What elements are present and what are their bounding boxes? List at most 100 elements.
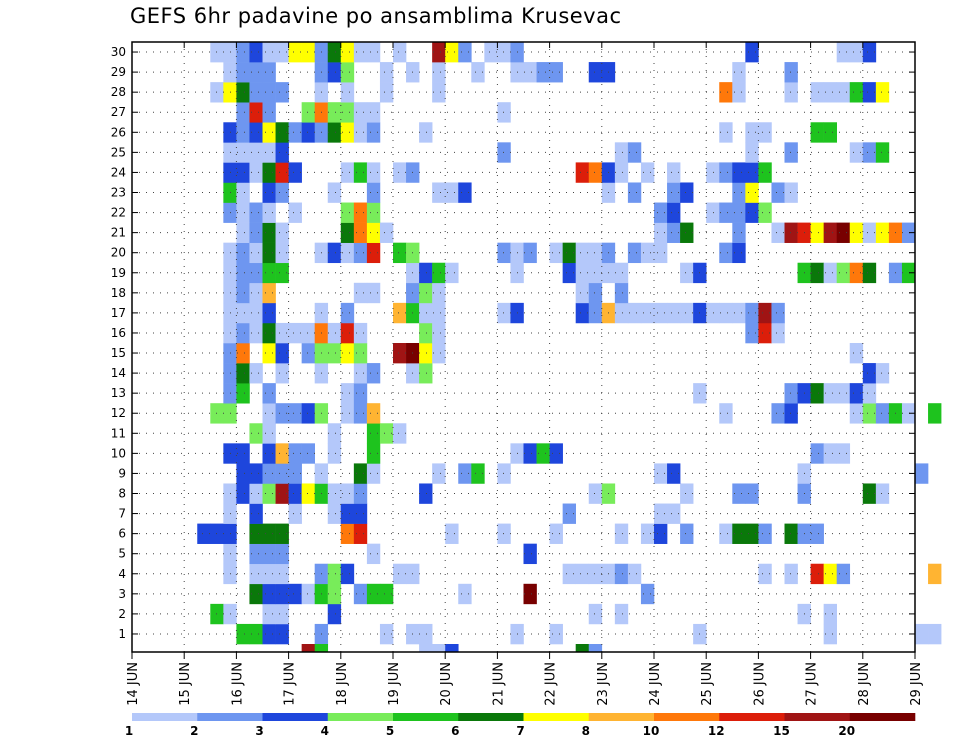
heatmap-cell	[627, 563, 642, 585]
heatmap-cell	[667, 162, 681, 183]
heatmap-cell	[327, 182, 342, 203]
legend-label: 8	[582, 724, 590, 738]
heatmap-cell	[575, 162, 590, 183]
heatmap-cell	[249, 543, 263, 565]
heatmap-cell	[523, 583, 537, 605]
heatmap-cell	[758, 302, 772, 324]
heatmap-cell	[419, 363, 433, 384]
heatmap-cell	[327, 503, 342, 524]
y-tick-label: 26	[111, 125, 126, 139]
heatmap-cell	[836, 383, 851, 404]
heatmap-cell	[549, 62, 563, 83]
heatmap-cell	[823, 623, 837, 645]
y-tick-label: 5	[118, 547, 126, 561]
heatmap-cell	[928, 623, 942, 645]
heatmap-cell	[523, 543, 537, 565]
heatmap-cell	[419, 122, 433, 143]
heatmap-cell	[249, 463, 263, 484]
y-tick-label: 28	[111, 85, 126, 99]
heatmap-cell	[249, 202, 263, 223]
heatmap-cell	[236, 222, 250, 243]
x-tick-label: 27 JUN	[805, 662, 820, 706]
heatmap-cell	[810, 222, 824, 243]
heatmap-cell	[393, 343, 407, 364]
legend-swatch	[393, 713, 459, 721]
heatmap-cell	[236, 363, 250, 384]
y-tick-label: 25	[111, 145, 126, 159]
heatmap-cell	[249, 82, 263, 103]
heatmap-cell	[432, 82, 446, 103]
x-tick-label: 28 JUN	[857, 662, 872, 706]
heatmap-cell	[432, 343, 446, 364]
heatmap-cell	[875, 142, 890, 163]
heatmap-cell	[836, 82, 851, 103]
heatmap-cell	[236, 242, 250, 264]
y-tick-label: 10	[111, 446, 126, 460]
heatmap-cell	[366, 122, 381, 143]
heatmap-cell	[379, 623, 394, 645]
heatmap-cell	[419, 322, 433, 344]
colorbar-legend: 1 2 3 4 5 6 7 8 10 12 15 20	[125, 713, 916, 738]
heatmap-cell	[432, 282, 446, 304]
heatmap-cell	[732, 302, 746, 324]
heatmap-cell	[588, 563, 603, 585]
heatmap-cell	[862, 82, 877, 103]
heatmap-cell	[667, 202, 681, 223]
x-tick-label: 21 JUN	[491, 662, 506, 706]
heatmap-cell	[549, 443, 563, 464]
heatmap-cell	[301, 122, 315, 143]
heatmap-cell	[275, 182, 289, 203]
heatmap-cell	[236, 142, 250, 163]
heatmap-cell	[875, 363, 890, 384]
heatmap-cell	[588, 644, 603, 652]
heatmap-cell	[745, 483, 759, 504]
heatmap-cell	[366, 363, 381, 384]
heatmap-cell	[667, 503, 681, 524]
heatmap-cell	[458, 583, 472, 605]
heatmap-cell	[732, 242, 746, 264]
heatmap-cell	[732, 523, 746, 544]
heatmap-cell	[379, 62, 394, 83]
heatmap-cell	[262, 222, 276, 243]
heatmap-cell	[340, 222, 355, 243]
heatmap-cell	[784, 182, 798, 203]
heatmap-cell	[262, 82, 276, 103]
heatmap-cell	[249, 62, 263, 83]
heatmap-cell	[327, 102, 342, 123]
heatmap-cell	[301, 443, 315, 464]
heatmap-cell	[275, 242, 289, 264]
heatmap-cell	[393, 302, 407, 324]
heatmap-cell	[353, 463, 368, 484]
heatmap-cell	[327, 343, 342, 364]
heatmap-cell	[432, 182, 446, 203]
heatmap-cell	[654, 202, 668, 223]
heatmap-cell	[680, 483, 694, 504]
heatmap-cell	[262, 102, 276, 123]
heatmap-cell	[393, 242, 407, 264]
heatmap-cell	[497, 523, 511, 544]
heatmap-cell	[862, 483, 877, 504]
heatmap-cell	[836, 262, 851, 284]
heatmap-cell	[758, 202, 772, 223]
heatmap-cell	[275, 623, 289, 645]
heatmap-cell	[340, 242, 355, 264]
heatmap-cell	[823, 383, 837, 404]
heatmap-cell	[366, 102, 381, 123]
heatmap-cell	[262, 302, 276, 324]
heatmap-cell	[249, 523, 263, 544]
heatmap-cell	[732, 82, 746, 103]
heatmap-cell	[419, 644, 433, 652]
heatmap-cell	[353, 503, 368, 524]
heatmap-cell	[249, 363, 263, 384]
heatmap-cell	[575, 302, 590, 324]
heatmap-cell	[262, 162, 276, 183]
heatmap-cell	[340, 122, 355, 143]
heatmap-cell	[784, 563, 798, 585]
heatmap-cell	[523, 443, 537, 464]
heatmap-cell	[627, 302, 642, 324]
legend-swatch	[588, 713, 655, 721]
heatmap-cell	[262, 262, 276, 284]
heatmap-cell	[236, 302, 250, 324]
heatmap-cell	[614, 563, 629, 585]
heatmap-cell	[588, 603, 603, 625]
